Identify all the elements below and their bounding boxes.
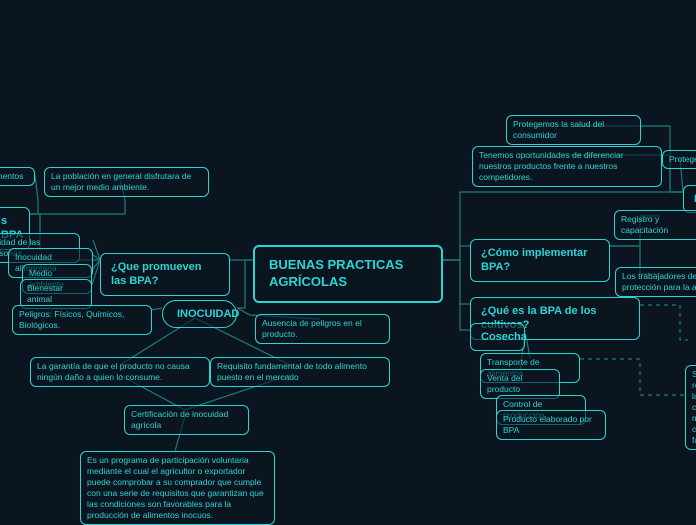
node-cosecha: Cosecha	[470, 323, 525, 351]
node-certificacion: Certificación de inocuidad agrícola	[124, 405, 249, 435]
node-trabajadores: Los trabajadores deben protección para l…	[615, 267, 696, 297]
node-poblacion: La población en general disfrutara de un…	[44, 167, 209, 197]
node-protegemos_salud: Protegemos la salud del consumidor	[506, 115, 641, 145]
node-producto_elab: Producto elaborado por BPA	[496, 410, 606, 440]
root-node: BUENAS PRACTICAS AGRÍCOLAS	[253, 245, 443, 303]
node-inocuidad: INOCUIDAD	[162, 300, 237, 328]
node-alimentos: alimentos	[0, 167, 35, 186]
node-que_promueven: ¿Que promueven las BPA?	[100, 253, 230, 296]
node-requisito: Requisito fundamental de todo alimento p…	[210, 357, 390, 387]
node-ausencia: Ausencia de peligros en el producto.	[255, 314, 390, 344]
node-como_impl: ¿Cómo implementar BPA?	[470, 239, 610, 282]
node-tenemos_oport: Tenemos oportunidades de diferenciar nue…	[472, 146, 662, 187]
node-protegem_cut: Protegem	[662, 150, 696, 169]
node-programa: Es un programa de participación voluntar…	[80, 451, 275, 525]
node-se_cut: Se re la tr cu m co fa	[685, 365, 696, 450]
node-garantia: La garantía de que el producto no causa …	[30, 357, 210, 387]
node-registro: Registro y capacitación	[614, 210, 696, 240]
node-peligros: Peligros: Físicos, Químicos, Biológicos.	[12, 305, 152, 335]
